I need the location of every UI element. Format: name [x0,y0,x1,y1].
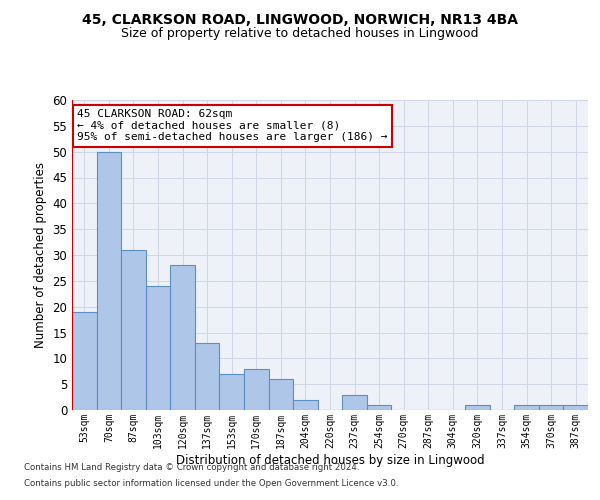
Bar [539,405,563,410]
Bar [465,405,490,410]
Bar [293,400,318,410]
Bar [269,379,293,410]
Bar [367,405,391,410]
Bar [121,250,146,410]
Text: Contains public sector information licensed under the Open Government Licence v3: Contains public sector information licen… [24,478,398,488]
Bar [170,266,195,410]
X-axis label: Distribution of detached houses by size in Lingwood: Distribution of detached houses by size … [176,454,484,466]
Bar [342,394,367,410]
Bar [220,374,244,410]
Text: 45 CLARKSON ROAD: 62sqm
← 4% of detached houses are smaller (8)
95% of semi-deta: 45 CLARKSON ROAD: 62sqm ← 4% of detached… [77,110,388,142]
Bar [244,368,269,410]
Bar [72,312,97,410]
Bar [195,343,220,410]
Bar [563,405,588,410]
Y-axis label: Number of detached properties: Number of detached properties [34,162,47,348]
Bar [97,152,121,410]
Bar [146,286,170,410]
Text: Size of property relative to detached houses in Lingwood: Size of property relative to detached ho… [121,28,479,40]
Text: Contains HM Land Registry data © Crown copyright and database right 2024.: Contains HM Land Registry data © Crown c… [24,464,359,472]
Bar [514,405,539,410]
Text: 45, CLARKSON ROAD, LINGWOOD, NORWICH, NR13 4BA: 45, CLARKSON ROAD, LINGWOOD, NORWICH, NR… [82,12,518,26]
